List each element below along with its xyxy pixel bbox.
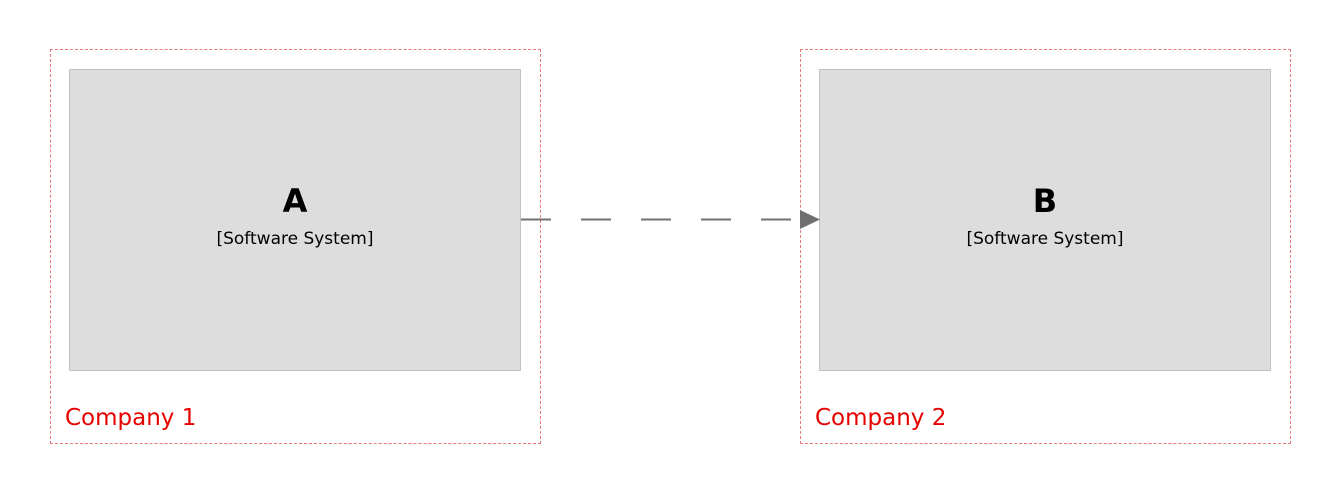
software-system-b[interactable]: B [Software System]: [819, 69, 1271, 371]
software-system-a[interactable]: A [Software System]: [69, 69, 521, 371]
company-2-label: Company 2: [815, 405, 947, 431]
system-b-type: [Software System]: [966, 229, 1124, 249]
company-1-label: Company 1: [65, 405, 197, 431]
system-a-type: [Software System]: [216, 229, 374, 249]
company-2-boundary: [800, 49, 1291, 444]
company-1-boundary: [50, 49, 541, 444]
arrowhead-icon: [800, 210, 820, 229]
system-a-name: A: [282, 182, 308, 220]
system-b-name: B: [1032, 182, 1058, 220]
